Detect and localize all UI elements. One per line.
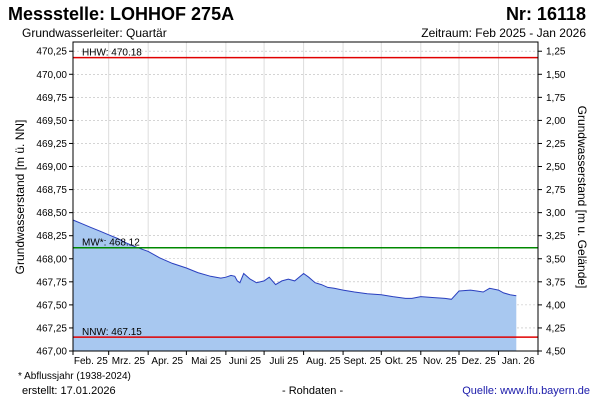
raw-data-note: - Rohdaten -	[282, 385, 344, 397]
x-axis-ticks: Feb. 25 Mrz. 25 Apr. 25 Mai 25 Juni 25 Juli 2…	[72, 351, 539, 367]
y2-tick-label: 1,50	[546, 70, 566, 81]
x-tick-label: Mai 25	[191, 356, 221, 367]
footnote: * Abflussjahr (1938-2024)	[18, 371, 131, 382]
source-link[interactable]: Quelle: www.lfu.bayern.de	[462, 385, 590, 397]
y-tick-label: 469,50	[36, 116, 67, 127]
y-tick-label: 467,00	[36, 347, 67, 358]
x-tick-label: Juli 25	[269, 356, 298, 367]
y2-tick-label: 2,75	[546, 185, 566, 196]
x-tick-label: Nov. 25	[423, 356, 457, 367]
y2-axis-ticks: 4,50 4,25 4,00 3,75 3,50 3,25 3,00 2,75 2,50 2,25…	[538, 47, 566, 358]
reference-label: NNW: 467.15	[82, 327, 142, 338]
y2-tick-label: 3,25	[546, 231, 566, 242]
aquifer-label: Grundwasserleiter: Quartär	[22, 26, 167, 40]
x-tick-label: Feb. 25	[74, 356, 108, 367]
plot-frame	[72, 41, 539, 352]
y2-tick-label: 3,75	[546, 277, 566, 288]
x-tick-label: Aug. 25	[306, 356, 341, 367]
x-tick-label: Sept. 25	[344, 356, 382, 367]
y-tick-label: 467,50	[36, 300, 67, 311]
y-axis-ticks: 467,00 467,25 467,50 467,75 468,00 468,25 468,…	[36, 47, 73, 358]
x-tick-label: Jan. 26	[502, 356, 535, 367]
y-tick-label: 467,25	[36, 323, 67, 334]
station-number: Nr: 16118	[505, 4, 586, 24]
y2-tick-label: 4,00	[546, 300, 566, 311]
reference-label: HHW: 470.18	[82, 48, 142, 59]
x-tick-label: Juni 25	[229, 356, 262, 367]
x-tick-label: Apr. 25	[151, 356, 183, 367]
y-tick-label: 470,00	[36, 70, 67, 81]
y-tick-label: 468,75	[36, 185, 67, 196]
period-label: Zeitraum: Feb 2025 - Jan 2026	[421, 26, 586, 40]
y-tick-label: 468,00	[36, 254, 67, 265]
created-date: erstellt: 17.01.2026	[22, 385, 116, 397]
water-level-line	[72, 219, 517, 300]
y2-tick-label: 1,25	[546, 47, 566, 58]
y2-tick-label: 2,00	[546, 116, 566, 127]
y-axis-label: Grundwasserstand [m ü. NN]	[13, 120, 27, 275]
y2-axis-label: Grundwasserstand [m u. Gelände]	[575, 106, 589, 289]
y-tick-label: 468,25	[36, 231, 67, 242]
x-tick-label: Okt. 25	[385, 356, 418, 367]
page-title: Messstelle: LOHHOF 275A	[8, 4, 235, 24]
y-tick-label: 468,50	[36, 208, 67, 219]
y-tick-label: 467,75	[36, 277, 67, 288]
y2-tick-label: 1,75	[546, 93, 566, 104]
x-tick-label: Dez. 25	[462, 356, 497, 367]
reference-label: MW*: 468.12	[82, 238, 140, 249]
x-tick-label: Mrz. 25	[112, 356, 146, 367]
y2-tick-label: 4,25	[546, 323, 566, 334]
y-tick-label: 470,25	[36, 47, 67, 58]
water-level-area	[73, 220, 517, 351]
y2-tick-label: 3,00	[546, 208, 566, 219]
y2-tick-label: 4,50	[546, 347, 566, 358]
y-tick-label: 469,25	[36, 139, 67, 150]
y2-tick-label: 2,50	[546, 162, 566, 173]
y2-tick-label: 2,25	[546, 139, 566, 150]
y-tick-label: 469,00	[36, 162, 67, 173]
reference-lines: HHW: 470.18 MW*: 468.12 NNW: 467.15	[73, 48, 538, 338]
y-tick-label: 469,75	[36, 93, 67, 104]
y2-tick-label: 3,50	[546, 254, 566, 265]
